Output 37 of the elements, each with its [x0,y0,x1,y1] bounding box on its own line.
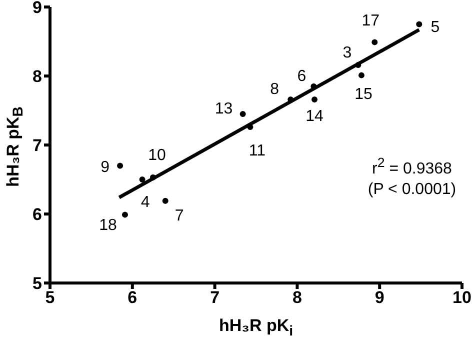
annotation: 5 [430,18,440,36]
point [139,176,146,182]
point [358,72,364,78]
point [122,212,128,218]
annotation: (P < 0.0001) [366,180,458,200]
x-tick-label: 5 [45,288,55,308]
annotation: 9 [100,159,110,176]
x-tick-label: 7 [210,288,220,308]
point [416,21,422,28]
y-tick-label: 6 [32,205,42,224]
annotation: 11 [248,142,266,160]
x-tick-label: 6 [128,288,138,308]
point [372,39,378,46]
point [312,96,318,102]
annotation: 15 [354,86,372,103]
annotation: 7 [174,207,184,224]
x-tick-label: 10 [452,288,472,308]
annotation: 14 [306,108,324,125]
annotation: 6 [297,68,306,85]
x-tick-label: 8 [292,288,302,308]
y-tick-label: 9 [32,0,42,18]
annotation: 8 [270,80,280,98]
annotation: 18 [99,217,117,234]
point [162,198,168,204]
annotation: 13 [214,100,233,118]
annotation: 4 [140,194,150,211]
point [240,110,246,117]
x-axis-title: hH₃R pK$_{i}$ [218,316,294,340]
y-tick-label: 5 [32,274,42,294]
y-tick-label: 8 [32,67,42,86]
annotation: 17 [362,12,380,30]
y-tick-label: 7 [32,136,42,156]
point [117,162,124,169]
annotation: 3 [342,44,352,62]
annotation: 10 [148,146,166,164]
annotation: r$^{2}$ = 0.9368 [371,154,453,180]
x-tick-label: 9 [374,288,384,308]
